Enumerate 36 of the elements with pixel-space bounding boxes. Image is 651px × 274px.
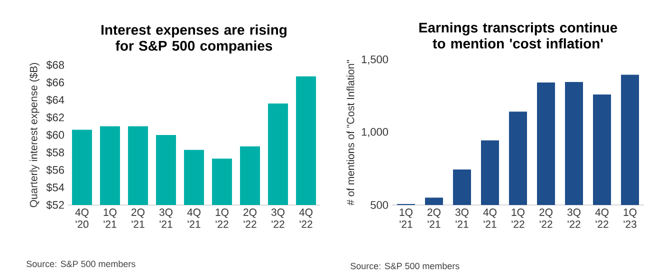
x-tick-label: 3Q '22 — [271, 208, 284, 228]
x-tick-label: 4Q '22 — [595, 208, 608, 228]
y-tick-label: $62 — [46, 113, 64, 122]
x-tick-label: 3Q '22 — [567, 208, 580, 228]
x-tick-label: 4Q '21 — [187, 208, 200, 228]
chart-title: Interest expenses are rising for S&P 500 companies — [102, 24, 286, 54]
x-tick-label: 2Q '21 — [428, 208, 440, 228]
source-note: Source: S&P 500 members — [26, 260, 136, 268]
x-tick-label: 4Q '21 — [483, 208, 496, 228]
x-tick-label: 1Q '21 — [104, 208, 116, 228]
source-note: Source: S&P 500 members — [350, 262, 460, 270]
x-tick-label: 1Q '22 — [512, 208, 524, 228]
y-tick-label: $66 — [46, 78, 64, 87]
y-tick-label: $58 — [46, 148, 64, 157]
x-tick-label: 4Q '20 — [75, 208, 88, 228]
y-tick-label: 500 — [370, 201, 388, 209]
y-tick-label: 1,000 — [362, 128, 388, 138]
y-tick-label: $56 — [46, 166, 64, 174]
y-axis-title: Quarterly interest expense ($B) — [29, 63, 40, 208]
y-tick-label: $68 — [46, 60, 64, 70]
x-tick-label: 1Q '23 — [624, 208, 636, 228]
x-tick-label: 3Q '21 — [159, 208, 172, 228]
x-tick-label: 3Q '21 — [455, 208, 468, 228]
x-tick-label: 2Q '22 — [244, 208, 256, 228]
x-tick-label: 1Q '22 — [216, 208, 228, 228]
y-axis-title: # of mentions of "Cost Inflation" — [346, 60, 354, 206]
y-tick-label: $54 — [46, 183, 64, 192]
chart-title: Earnings transcripts continue to mention 'cost inflation' — [419, 22, 618, 49]
x-tick-label: 1Q '21 — [400, 208, 412, 228]
x-tick-label: 4Q '22 — [299, 208, 312, 228]
y-tick-label: $60 — [46, 130, 64, 140]
x-tick-label: 2Q '21 — [132, 208, 144, 228]
y-tick-label: $64 — [46, 96, 64, 104]
y-tick-label: $52 — [46, 200, 64, 210]
y-tick-label: 1,500 — [362, 55, 388, 65]
x-tick-label: 2Q '22 — [540, 208, 552, 228]
